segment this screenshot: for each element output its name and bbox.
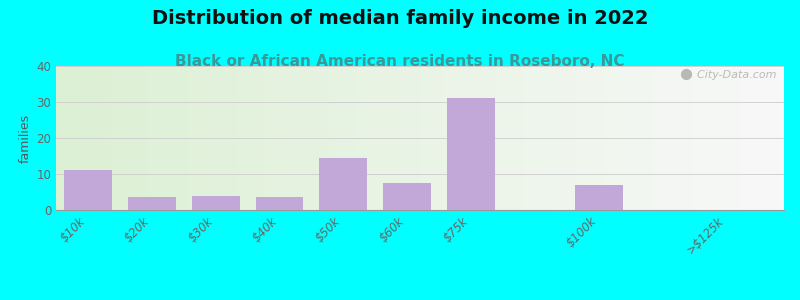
Bar (575, 185, 622, 210)
Y-axis label: families: families (19, 113, 32, 163)
Text: City-Data.com: City-Data.com (690, 70, 777, 80)
Bar (192, 196, 239, 210)
Bar (128, 197, 176, 210)
Bar (383, 183, 431, 210)
Bar (64, 170, 112, 210)
Bar (255, 197, 303, 210)
Text: Black or African American residents in Roseboro, NC: Black or African American residents in R… (175, 54, 625, 69)
Bar (447, 98, 495, 210)
Bar (319, 158, 367, 210)
Text: Distribution of median family income in 2022: Distribution of median family income in … (152, 9, 648, 28)
